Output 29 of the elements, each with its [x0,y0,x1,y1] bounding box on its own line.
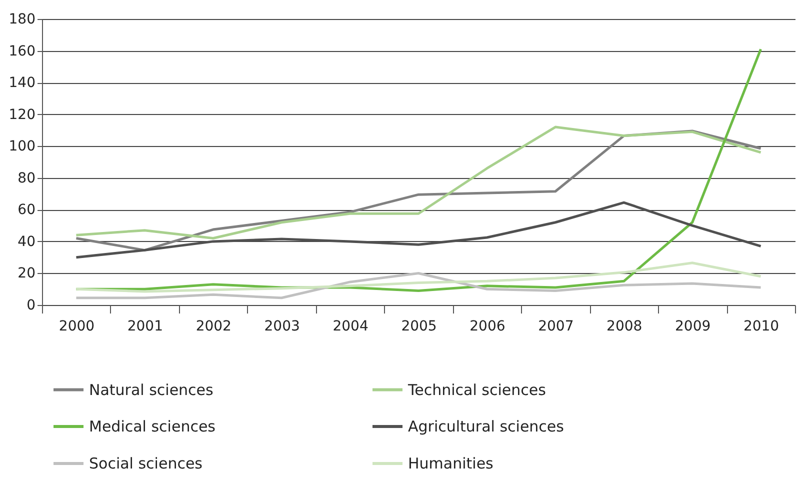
y-tick-label: 0 [26,298,36,314]
x-tick-label: 2001 [127,318,163,334]
x-tick-label: 2005 [401,318,437,334]
x-tick-label: 2007 [538,318,574,334]
x-tick-label: 2009 [675,318,711,334]
x-tick-label: 2006 [470,318,506,334]
legend-label: Agricultural sciences [408,418,564,436]
legend-label: Social sciences [89,454,203,472]
y-tick-label: 160 [8,43,36,60]
y-tick-label: 80 [18,170,36,186]
x-tick-label: 2000 [58,318,95,334]
legend-label: Natural sciences [89,380,214,399]
y-tick-label: 40 [18,234,36,250]
x-tick-label: 2010 [743,318,780,334]
y-tick-label: 20 [18,266,36,282]
y-tick-label: 60 [18,202,36,218]
y-tick-label: 180 [8,12,36,28]
y-tick-label: 120 [8,106,36,123]
y-tick-label: 100 [8,138,36,155]
line-series [74,272,762,300]
x-tick-label: 2003 [264,318,300,334]
legend-label: Humanities [408,454,494,472]
x-tick-label: 2004 [332,318,368,334]
x-tick-label: 2002 [196,318,232,334]
x-tick-label: 2008 [606,318,642,334]
legend-label: Medical sciences [89,418,216,436]
y-tick-label: 140 [8,75,36,92]
legend-label: Technical sciences [407,380,546,399]
line-series [74,262,762,293]
